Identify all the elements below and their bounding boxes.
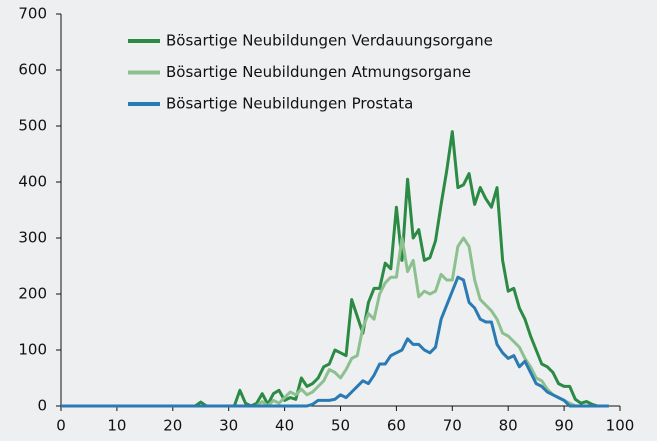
- x-tick-label: 80: [499, 417, 518, 435]
- legend-label: Bösartige Neubildungen Prostata: [166, 95, 413, 113]
- x-tick-label: 0: [56, 417, 66, 435]
- y-tick-label: 0: [37, 397, 47, 415]
- y-tick-label: 400: [18, 173, 47, 191]
- y-tick-label: 600: [18, 61, 47, 79]
- x-tick-label: 40: [275, 417, 294, 435]
- x-tick-label: 70: [443, 417, 462, 435]
- y-tick-label: 700: [18, 5, 47, 23]
- x-tick-label: 20: [163, 417, 182, 435]
- x-tick-label: 10: [107, 417, 126, 435]
- x-tick-label: 30: [219, 417, 238, 435]
- x-tick-label: 90: [555, 417, 574, 435]
- y-tick-label: 300: [18, 229, 47, 247]
- y-tick-label: 200: [18, 285, 47, 303]
- legend-label: Bösartige Neubildungen Verdauungsorgane: [166, 32, 493, 50]
- series-line: [61, 275, 609, 408]
- y-tick-label: 100: [18, 341, 47, 359]
- x-tick-label: 100: [606, 417, 635, 435]
- x-tick-label: 60: [387, 417, 406, 435]
- y-tick-label: 500: [18, 117, 47, 135]
- legend-label: Bösartige Neubildungen Atmungsorgane: [166, 63, 471, 81]
- x-tick-label: 50: [331, 417, 350, 435]
